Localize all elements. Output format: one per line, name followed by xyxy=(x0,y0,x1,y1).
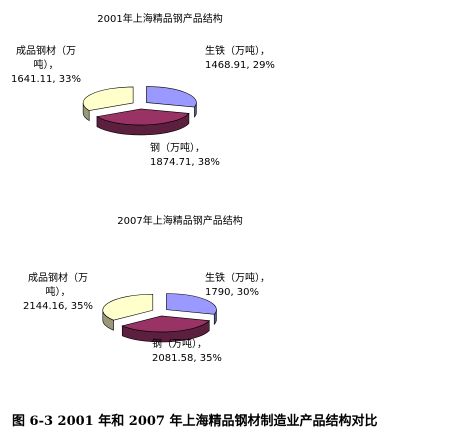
data-label: 钢（万吨）， 2081.58, 35% xyxy=(152,338,262,366)
category-label: 钢（万吨）， xyxy=(152,339,207,350)
data-label: 成品钢材（万吨）， 1641.11, 33% xyxy=(10,45,82,87)
value-label: 1874.71, 38% xyxy=(150,157,220,168)
data-label: 钢（万吨）， 1874.71, 38% xyxy=(150,142,260,170)
slice xyxy=(121,315,210,333)
slice xyxy=(96,108,190,126)
chart-title: 2007年上海精品钢产品结构 xyxy=(117,216,243,227)
value-label: 1468.91, 29% xyxy=(205,60,275,71)
value-label: 1641.11, 33% xyxy=(11,74,81,85)
slice xyxy=(102,293,154,321)
category-label: 成品钢材（万吨）， xyxy=(28,273,88,298)
data-label: 生铁（万吨）， 1468.91, 29% xyxy=(205,45,315,73)
data-label: 生铁（万吨）， 1790, 30% xyxy=(205,272,315,300)
category-label: 生铁（万吨）， xyxy=(205,46,270,57)
value-label: 2144.16, 35% xyxy=(23,301,93,312)
chart-title: 2001年上海精品钢产品结构 xyxy=(97,14,223,25)
value-label: 1790, 30% xyxy=(205,287,260,298)
category-label: 生铁（万吨）， xyxy=(205,273,270,284)
slice xyxy=(82,86,134,111)
category-label: 钢（万吨）， xyxy=(150,143,205,154)
value-label: 2081.58, 35% xyxy=(152,353,222,364)
slice xyxy=(166,293,217,315)
category-label: 成品钢材（万吨）， xyxy=(16,46,76,71)
caption: 图 6-3 2001 年和 2007 年上海精品钢材制造业产品结构对比 xyxy=(12,414,378,429)
data-label: 成品钢材（万吨）， 2144.16, 35% xyxy=(22,272,94,314)
slice xyxy=(146,86,197,108)
